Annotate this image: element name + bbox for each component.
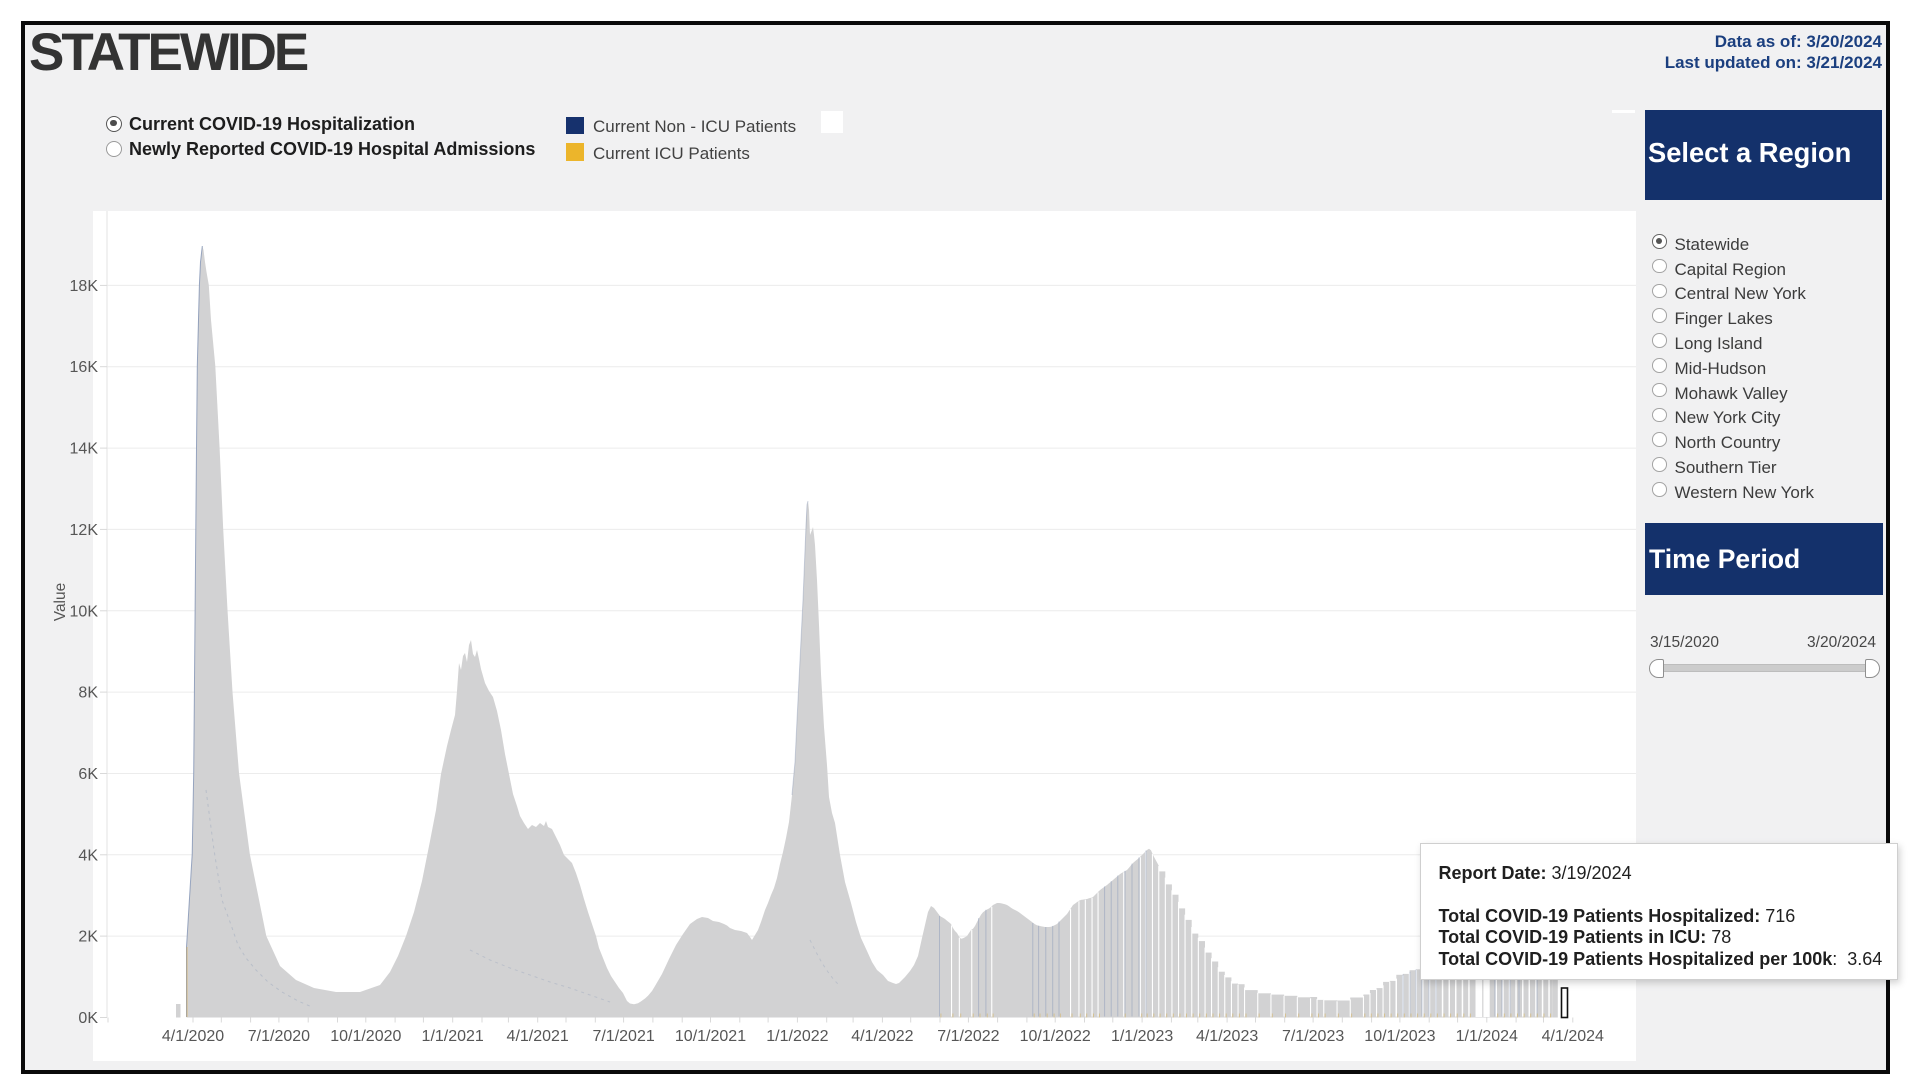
svg-text:Value: Value [52, 583, 69, 622]
svg-text:4/1/2023: 4/1/2023 [1196, 1028, 1258, 1045]
svg-text:18K: 18K [70, 278, 99, 295]
svg-text:7/1/2021: 7/1/2021 [592, 1028, 654, 1045]
svg-text:4K: 4K [78, 847, 98, 864]
svg-text:2K: 2K [78, 929, 98, 946]
svg-text:10/1/2020: 10/1/2020 [330, 1028, 401, 1045]
svg-text:7/1/2020: 7/1/2020 [248, 1028, 310, 1045]
svg-text:6K: 6K [78, 766, 98, 783]
svg-text:10/1/2023: 10/1/2023 [1364, 1028, 1435, 1045]
svg-text:1/1/2024: 1/1/2024 [1456, 1028, 1518, 1045]
svg-text:14K: 14K [70, 441, 99, 458]
svg-text:1/1/2021: 1/1/2021 [422, 1028, 484, 1045]
svg-text:12K: 12K [70, 522, 99, 539]
svg-text:10/1/2022: 10/1/2022 [1020, 1028, 1091, 1045]
svg-text:1/1/2022: 1/1/2022 [766, 1028, 828, 1045]
svg-text:16K: 16K [70, 359, 99, 376]
svg-text:8K: 8K [78, 685, 98, 702]
svg-text:10K: 10K [70, 603, 99, 620]
svg-text:4/1/2020: 4/1/2020 [162, 1028, 224, 1045]
svg-text:4/1/2024: 4/1/2024 [1542, 1028, 1604, 1045]
svg-text:7/1/2023: 7/1/2023 [1282, 1028, 1344, 1045]
svg-text:7/1/2022: 7/1/2022 [937, 1028, 999, 1045]
svg-text:1/1/2023: 1/1/2023 [1111, 1028, 1173, 1045]
svg-text:10/1/2021: 10/1/2021 [675, 1028, 746, 1045]
svg-text:4/1/2022: 4/1/2022 [851, 1028, 913, 1045]
svg-text:0K: 0K [78, 1010, 98, 1027]
svg-text:4/1/2021: 4/1/2021 [507, 1028, 569, 1045]
